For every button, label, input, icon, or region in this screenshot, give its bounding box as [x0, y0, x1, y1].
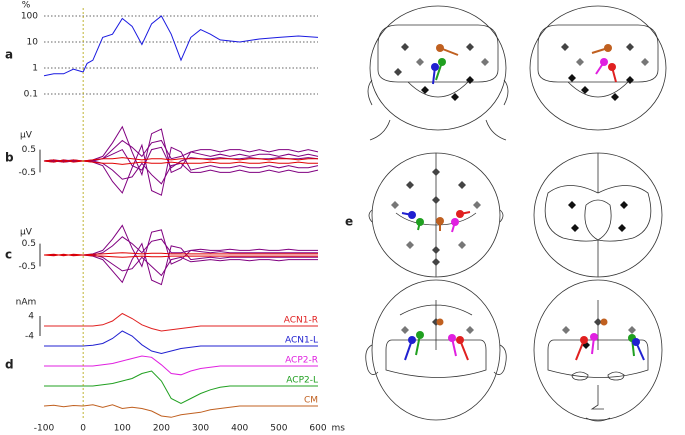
y-tick-label: -4: [25, 332, 34, 342]
y-axis-label: µV: [20, 228, 33, 238]
series-label: ACN1-L: [285, 336, 318, 346]
y-tick-label: 4: [28, 312, 34, 322]
x-tick-label: 300: [192, 424, 209, 434]
x-tick-label: 600: [309, 424, 326, 434]
series-label: ACP2-R: [285, 356, 318, 366]
head-front: [365, 279, 507, 421]
y-tick-label: 10: [27, 38, 39, 48]
y-tick-label: 0.5: [22, 145, 36, 155]
trace: [43, 159, 318, 165]
panel-label: e: [345, 215, 353, 229]
y-axis-label: %: [22, 1, 31, 11]
x-tick-label: -100: [34, 424, 55, 434]
y-tick-label: 100: [21, 12, 38, 22]
x-axis-label: ms: [332, 424, 346, 434]
y-tick-label: -0.5: [18, 262, 36, 272]
panel-label: a: [5, 48, 13, 62]
waveform: [44, 370, 318, 405]
y-tick-label: -0.5: [18, 168, 36, 178]
trace: [44, 254, 318, 277]
line: [43, 15, 319, 77]
y-axis-label: µV: [20, 131, 33, 141]
waveform: [43, 404, 318, 418]
y-axis-label: nAm: [16, 298, 37, 308]
panel-label: b: [5, 151, 14, 165]
head-face: [533, 279, 663, 422]
head-top-2: [533, 152, 663, 278]
waveform: [44, 355, 318, 376]
x-tick-label: 400: [231, 424, 248, 434]
head-back: [367, 5, 509, 141]
y-tick-label: 0.5: [22, 239, 36, 249]
x-tick-label: 100: [114, 424, 131, 434]
x-tick-label: 0: [80, 424, 86, 434]
x-tick-label: 500: [270, 424, 287, 434]
series-label: ACP2-L: [286, 376, 318, 386]
trace: [43, 143, 319, 196]
trace: [43, 253, 318, 258]
y-tick-label: 0.1: [24, 90, 38, 100]
x-tick-label: 200: [153, 424, 170, 434]
trace: [44, 242, 318, 286]
waveform: [44, 312, 318, 332]
y-tick-label: 1: [32, 64, 38, 74]
waveform: [44, 330, 318, 355]
head-back-2: [529, 5, 667, 131]
trace: [44, 160, 319, 185]
trace: [43, 252, 318, 257]
trace: [43, 157, 318, 163]
head-top: [368, 152, 504, 278]
series-label: ACN1-R: [284, 316, 318, 326]
series-label: CM: [304, 396, 318, 406]
panel-label: c: [5, 248, 12, 262]
panel-label: d: [5, 358, 14, 372]
